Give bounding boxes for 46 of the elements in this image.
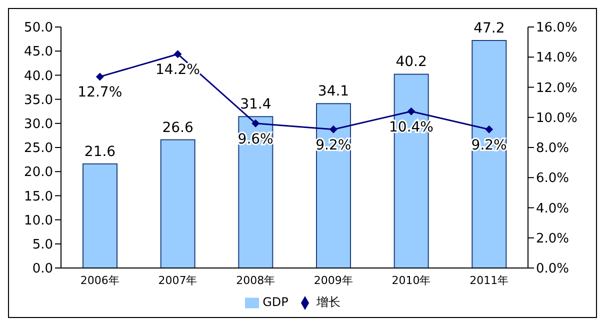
bar bbox=[160, 139, 196, 268]
y-tick-label: 35.0 bbox=[24, 92, 53, 108]
x-tick-label: 2007年 bbox=[158, 274, 198, 287]
legend-label: GDP bbox=[262, 295, 288, 309]
point bbox=[252, 119, 260, 128]
y-tick-label: 0.0 bbox=[32, 262, 53, 277]
point bbox=[174, 50, 182, 58]
y-tick-label: 30.0 bbox=[24, 117, 53, 132]
legend-label: 增长 bbox=[316, 295, 340, 309]
y-tick-label: 50.0 bbox=[24, 20, 53, 36]
y-tick-label: 15.0 bbox=[24, 189, 53, 204]
x-tick-label: 2011年 bbox=[470, 274, 509, 287]
y2-tick-label: 4.0% bbox=[536, 201, 570, 216]
y-tick-label: 20.0 bbox=[24, 165, 53, 180]
y2-tick-label: 16.0% bbox=[536, 20, 578, 36]
bar bbox=[316, 103, 351, 268]
y-tick-label: 40.0 bbox=[24, 68, 53, 84]
y-tick-label: 10.0 bbox=[24, 213, 53, 228]
x-tick-label: 2008年 bbox=[236, 274, 276, 287]
x-tick-label: 2010年 bbox=[392, 274, 431, 287]
data-label: 34.1 bbox=[318, 84, 350, 100]
point bbox=[485, 125, 494, 134]
point bbox=[407, 107, 416, 116]
point bbox=[329, 125, 338, 134]
data-label: 31.4 bbox=[240, 96, 272, 113]
y2-tick-label: 6.0% bbox=[536, 171, 570, 186]
x-tick-label: 2006年 bbox=[80, 274, 120, 287]
bar bbox=[472, 40, 507, 268]
y2-tick-label: 0.0% bbox=[536, 262, 570, 277]
bar bbox=[238, 116, 274, 268]
bar bbox=[82, 163, 118, 268]
y2-tick-label: 14.0% bbox=[536, 50, 578, 66]
y-tick-label: 45.0 bbox=[24, 44, 53, 60]
y2-tick-label: 10.0% bbox=[536, 110, 578, 126]
data-label: 47.2 bbox=[474, 20, 505, 36]
data-label: 21.6 bbox=[84, 144, 116, 160]
y-tick-label: 25.0 bbox=[24, 141, 53, 156]
y-tick-label: 5.0 bbox=[32, 238, 53, 253]
point bbox=[96, 72, 104, 81]
y2-tick-label: 12.0% bbox=[536, 80, 578, 96]
data-label: 26.6 bbox=[162, 120, 194, 136]
data-label: 12.7% bbox=[78, 84, 122, 101]
x-tick-label: 2009年 bbox=[314, 274, 353, 287]
y2-tick-label: 8.0% bbox=[536, 141, 570, 156]
y2-tick-label: 2.0% bbox=[536, 231, 570, 246]
data-label: 40.2 bbox=[396, 54, 427, 70]
